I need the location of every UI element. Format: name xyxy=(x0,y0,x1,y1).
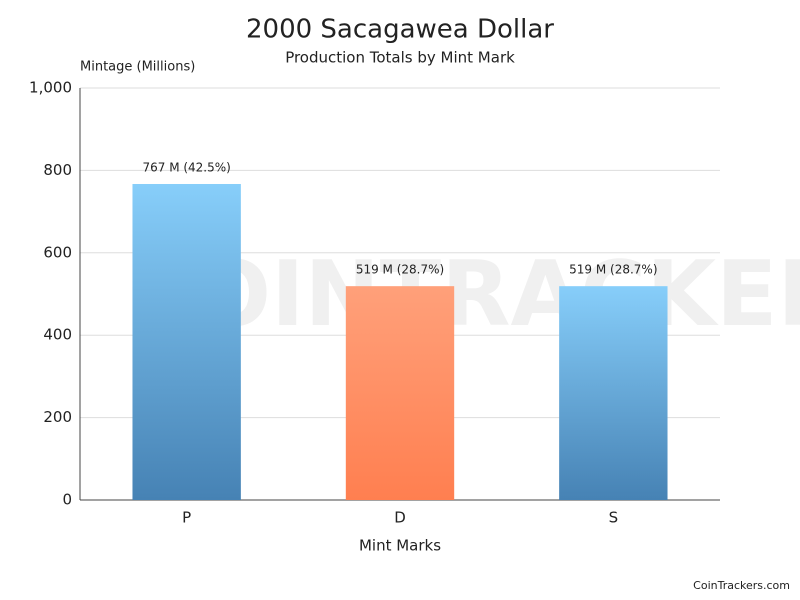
x-tick-label: S xyxy=(609,509,619,527)
value-label: 519 M (28.7%) xyxy=(356,263,444,277)
x-tick-label: D xyxy=(394,509,406,527)
chart-subtitle: Production Totals by Mint Mark xyxy=(285,49,515,67)
y-tick-label: 400 xyxy=(43,326,72,344)
chart-title: 2000 Sacagawea Dollar xyxy=(246,15,554,45)
y-tick-label: 200 xyxy=(43,408,72,426)
value-label: 767 M (42.5%) xyxy=(142,160,230,174)
y-tick-label: 1,000 xyxy=(29,79,72,97)
y-axis-label: Mintage (Millions) xyxy=(80,60,195,75)
bar xyxy=(346,286,454,500)
y-tick-label: 0 xyxy=(62,491,72,509)
y-tick-label: 800 xyxy=(43,161,72,179)
x-tick-label: P xyxy=(182,509,191,527)
value-label: 519 M (28.7%) xyxy=(569,263,657,277)
x-axis-label: Mint Marks xyxy=(359,537,441,555)
y-tick-label: 600 xyxy=(43,243,72,261)
source: CoinTrackers.com xyxy=(693,579,790,592)
bar xyxy=(132,184,240,500)
bar xyxy=(559,286,667,500)
